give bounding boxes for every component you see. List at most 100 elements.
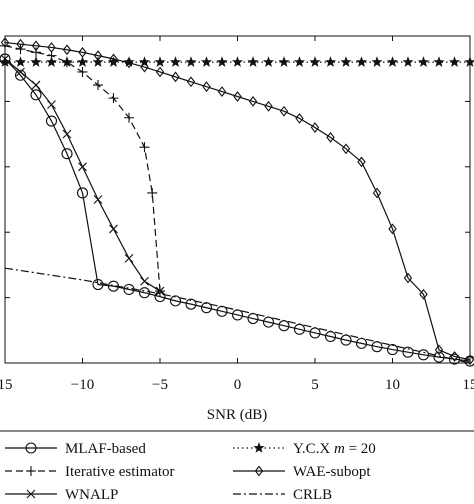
data-point xyxy=(140,276,149,286)
data-point xyxy=(465,354,474,366)
data-point xyxy=(109,224,118,234)
legend-item: CRLB xyxy=(233,487,332,503)
series-line xyxy=(4,58,471,362)
data-point xyxy=(310,122,320,133)
series-2 xyxy=(0,54,165,296)
series-4 xyxy=(0,37,474,366)
series-line xyxy=(4,267,471,364)
data-point xyxy=(108,93,119,104)
series-line xyxy=(4,41,471,361)
legend-item: MLAF-based xyxy=(5,441,146,457)
legend-label: CRLB xyxy=(293,487,332,503)
plot-frame xyxy=(4,35,471,364)
data-point xyxy=(402,56,414,67)
data-point xyxy=(357,156,366,168)
data-point xyxy=(386,344,399,356)
data-point xyxy=(202,81,211,93)
data-point xyxy=(185,56,197,67)
x-tick-label: 15 xyxy=(463,377,474,393)
data-point xyxy=(324,56,337,67)
data-point xyxy=(92,56,104,67)
data-point xyxy=(419,288,428,300)
data-point xyxy=(186,76,196,88)
data-point xyxy=(93,195,103,204)
data-point xyxy=(124,253,134,263)
legend-marker xyxy=(253,442,265,453)
legend: MLAF-based Y.C.X m = 20 Iterative estimato… xyxy=(5,441,376,503)
data-point xyxy=(124,57,134,69)
data-point xyxy=(76,56,89,67)
data-point xyxy=(231,56,244,67)
data-point xyxy=(138,287,151,299)
data-point xyxy=(200,56,213,67)
legend-marker xyxy=(254,465,264,477)
x-tick-label: 10 xyxy=(385,377,400,393)
data-point xyxy=(341,143,351,155)
data-point xyxy=(123,56,135,67)
data-point xyxy=(309,56,321,67)
data-point xyxy=(77,66,88,77)
data-point xyxy=(45,56,58,67)
series-layer xyxy=(0,37,474,367)
data-point xyxy=(124,112,134,123)
data-point xyxy=(169,56,182,67)
data-point xyxy=(0,40,10,51)
data-point xyxy=(371,56,383,67)
data-point xyxy=(448,353,461,365)
data-point xyxy=(448,56,461,67)
data-point xyxy=(295,113,304,124)
data-point xyxy=(47,100,56,110)
data-point xyxy=(93,80,103,91)
x-tick-label: 15 xyxy=(0,377,13,393)
data-point xyxy=(16,67,25,77)
y-axis xyxy=(5,35,470,364)
series-1 xyxy=(0,40,165,297)
data-point xyxy=(61,148,73,160)
data-point xyxy=(92,278,104,291)
data-point xyxy=(154,56,166,67)
data-point xyxy=(62,129,72,139)
x-tick-label: −10 xyxy=(71,377,94,393)
data-point xyxy=(31,47,41,58)
data-point xyxy=(76,187,89,199)
legend-item: Iterative estimator xyxy=(5,464,175,480)
x-tick-label: 0 xyxy=(234,377,242,393)
x-axis-label: SNR (dB) xyxy=(207,407,267,423)
data-point xyxy=(233,91,242,102)
x-tick-label: −5 xyxy=(152,377,168,393)
data-point xyxy=(14,56,27,67)
legend-marker xyxy=(25,442,37,454)
data-point xyxy=(31,80,41,90)
data-point xyxy=(0,56,11,67)
data-point xyxy=(78,46,87,58)
data-point xyxy=(147,187,158,198)
data-point xyxy=(433,56,445,67)
data-point xyxy=(326,131,335,143)
legend-label: WNALP xyxy=(65,487,118,503)
data-point xyxy=(417,349,430,361)
data-point xyxy=(355,56,368,67)
data-point xyxy=(16,38,25,50)
data-point xyxy=(14,69,27,81)
data-point xyxy=(417,56,430,67)
data-point xyxy=(248,96,258,107)
legend-item: Y.C.X m = 20 xyxy=(233,441,376,457)
data-point xyxy=(386,56,399,67)
data-point xyxy=(155,66,165,78)
data-point xyxy=(155,286,165,296)
legend-label: Iterative estimator xyxy=(65,464,175,480)
series-line xyxy=(4,58,161,292)
legend-item: WNALP xyxy=(5,487,118,503)
data-point xyxy=(45,115,58,127)
x-axis: 15 −10 −5 0 5 10 15 xyxy=(0,36,474,393)
legend-marker xyxy=(26,466,36,476)
data-point xyxy=(264,100,273,112)
data-point xyxy=(217,86,227,97)
legend-marker xyxy=(26,489,36,499)
legend-label: MLAF-based xyxy=(65,441,146,457)
data-point xyxy=(464,56,474,67)
data-point xyxy=(171,71,180,83)
data-point xyxy=(278,56,290,67)
data-point xyxy=(169,295,182,307)
data-point xyxy=(30,56,42,67)
